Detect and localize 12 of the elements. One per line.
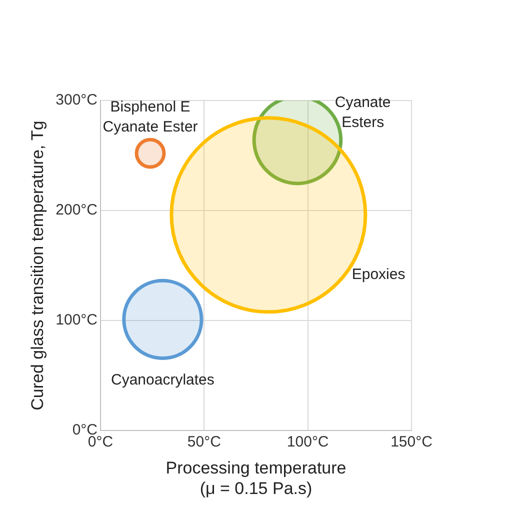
y-axis-title: Cured glass transition temperature, Tg <box>28 120 48 410</box>
y-tick-label: 200°C <box>56 202 98 219</box>
x-tick-label: 50°C <box>187 434 222 451</box>
x-tick-label: 150°C <box>390 434 433 451</box>
series-label: Cyanoacrylates <box>111 371 214 388</box>
series-label: Cyanate Esters <box>334 94 391 131</box>
y-tick-label: 300°C <box>56 92 98 109</box>
series-label: Bisphenol E Cyanate Ester <box>102 98 198 136</box>
series-label: Epoxies <box>352 266 406 284</box>
x-axis-title: Processing temperature (μ = 0.15 Pa.s) <box>166 458 346 498</box>
x-tick-label: 100°C <box>286 434 329 451</box>
y-tick-label: 100°C <box>56 312 98 329</box>
